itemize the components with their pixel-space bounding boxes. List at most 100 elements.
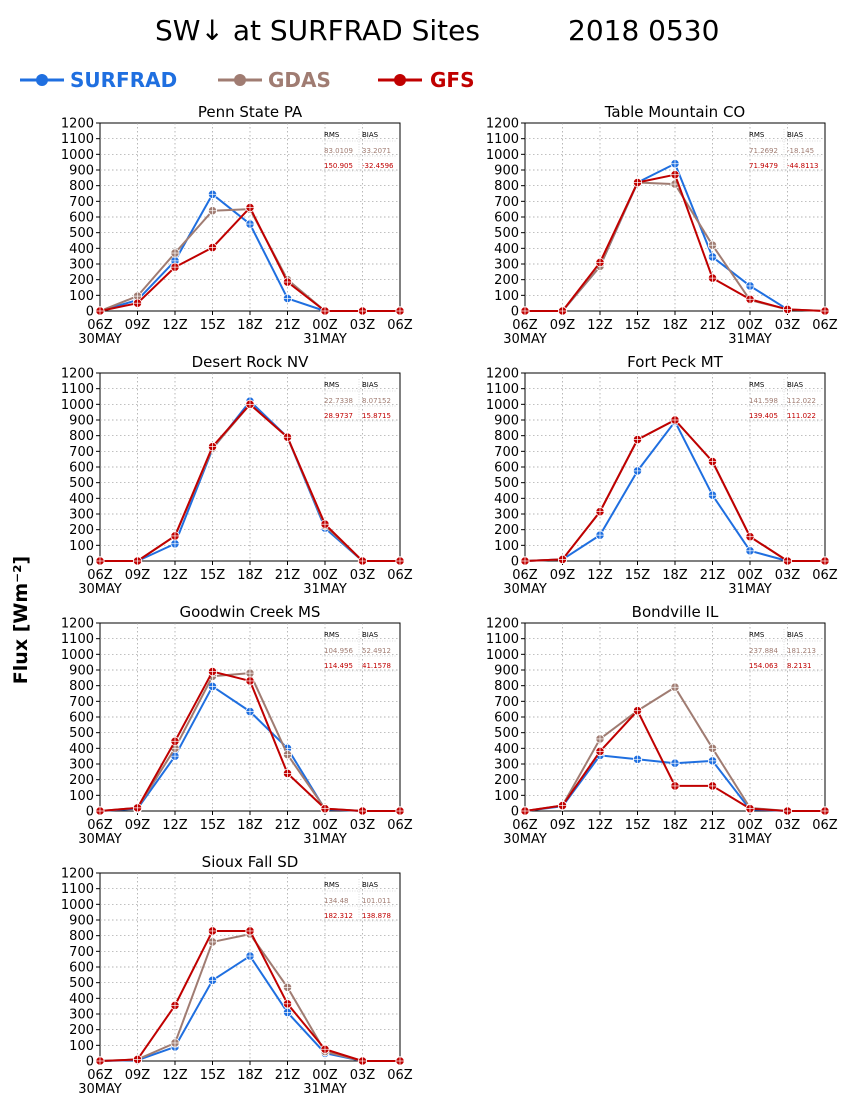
x-tick-label: 18Z <box>662 318 688 333</box>
stats-header-rms: RMS <box>749 631 765 639</box>
series-gfs <box>95 666 405 816</box>
legend-marker-gfs <box>394 74 406 86</box>
x-tick-label: 00Z <box>312 568 338 583</box>
x-tick-label: 06Z <box>87 1068 113 1083</box>
x-tick-label: 18Z <box>237 568 263 583</box>
y-tick-label: 1000 <box>486 398 519 413</box>
stats-header-rms: RMS <box>749 381 765 389</box>
legend-label-gfs: GFS <box>430 68 474 92</box>
stats-header-rms: RMS <box>324 381 340 389</box>
y-tick-label: 800 <box>69 679 94 694</box>
x-tick-label: 06Z <box>87 318 113 333</box>
x-tick-label: 03Z <box>350 318 376 333</box>
stats-gdas-rms: 83.0109 <box>324 147 353 155</box>
y-tick-label: 800 <box>69 929 94 944</box>
y-tick-label: 700 <box>494 445 519 460</box>
y-tick-label: 400 <box>494 242 519 257</box>
legend-marker-surfrad <box>36 74 48 86</box>
y-tick-label: 1000 <box>486 648 519 663</box>
y-tick-label: 0 <box>511 305 519 320</box>
x-date-label: 30MAY <box>78 1082 122 1097</box>
x-tick-label: 00Z <box>312 1068 338 1083</box>
stats-gfs-rms: 139.405 <box>749 412 778 420</box>
x-tick-label: 00Z <box>737 568 763 583</box>
x-tick-label: 09Z <box>550 568 576 583</box>
x-tick-label: 18Z <box>662 818 688 833</box>
x-tick-label: 21Z <box>275 1068 301 1083</box>
y-axis-label: Flux [Wm⁻²] <box>10 556 32 684</box>
y-tick-label: 500 <box>69 726 94 741</box>
y-tick-label: 400 <box>69 492 94 507</box>
x-tick-label: 09Z <box>125 318 151 333</box>
y-tick-label: 1000 <box>61 398 94 413</box>
y-tick-label: 700 <box>69 445 94 460</box>
y-tick-label: 900 <box>494 414 519 429</box>
x-tick-label: 21Z <box>700 818 726 833</box>
series-gfs <box>95 203 405 316</box>
x-date-label: 31MAY <box>303 832 347 847</box>
x-tick-label: 12Z <box>162 818 188 833</box>
y-tick-label: 800 <box>69 179 94 194</box>
stats-gfs-bias: 111.022 <box>787 412 816 420</box>
y-tick-label: 100 <box>69 789 94 804</box>
stats-gdas-bias: 8.07152 <box>362 397 391 405</box>
y-tick-label: 400 <box>494 492 519 507</box>
y-tick-label: 400 <box>69 742 94 757</box>
series-gfs <box>95 926 405 1066</box>
legend-item-surfrad: SURFRAD <box>20 68 177 92</box>
x-tick-label: 03Z <box>350 1068 376 1083</box>
x-tick-label: 15Z <box>200 1068 226 1083</box>
stats-gfs-rms: 154.063 <box>749 662 778 670</box>
panel-sioux-fall-sd: 0100200300400500600700800900100011001200… <box>61 853 413 1097</box>
y-tick-label: 800 <box>494 679 519 694</box>
y-tick-label: 500 <box>494 226 519 241</box>
stats-header-rms: RMS <box>324 631 340 639</box>
y-tick-label: 400 <box>69 242 94 257</box>
stats-gdas-rms: 141.598 <box>749 397 778 405</box>
x-tick-label: 06Z <box>512 568 538 583</box>
stats-header-rms: RMS <box>324 131 340 139</box>
y-tick-label: 0 <box>511 805 519 820</box>
y-tick-label: 200 <box>494 273 519 288</box>
x-tick-label: 06Z <box>512 818 538 833</box>
y-tick-label: 300 <box>494 258 519 273</box>
y-tick-label: 700 <box>69 195 94 210</box>
x-tick-label: 09Z <box>125 818 151 833</box>
stats-header-bias: BIAS <box>787 631 804 639</box>
x-tick-label: 12Z <box>587 568 613 583</box>
stats-header-bias: BIAS <box>787 381 804 389</box>
x-tick-label: 18Z <box>237 318 263 333</box>
y-tick-label: 1100 <box>486 132 519 147</box>
x-date-label: 30MAY <box>78 832 122 847</box>
x-tick-label: 00Z <box>312 818 338 833</box>
x-tick-label: 15Z <box>625 818 651 833</box>
x-tick-label: 09Z <box>125 1068 151 1083</box>
y-tick-label: 800 <box>494 429 519 444</box>
y-tick-label: 200 <box>494 523 519 538</box>
y-tick-label: 300 <box>69 508 94 523</box>
x-tick-label: 06Z <box>812 568 838 583</box>
y-tick-label: 600 <box>494 461 519 476</box>
y-tick-label: 1100 <box>61 382 94 397</box>
stats-gdas-rms: 134.48 <box>324 897 349 905</box>
stats-gfs-bias: 138.878 <box>362 912 391 920</box>
y-tick-label: 400 <box>494 742 519 757</box>
stats-gdas-bias: 181.213 <box>787 647 816 655</box>
series-gfs <box>520 415 830 566</box>
x-date-label: 31MAY <box>303 1082 347 1097</box>
y-tick-label: 700 <box>69 945 94 960</box>
y-tick-label: 300 <box>69 258 94 273</box>
stats-gdas-rms: 71.2692 <box>749 147 778 155</box>
y-tick-label: 700 <box>494 195 519 210</box>
panel-table-mountain-co: 0100200300400500600700800900100011001200… <box>486 103 838 347</box>
x-tick-label: 00Z <box>312 318 338 333</box>
y-tick-label: 500 <box>494 476 519 491</box>
x-tick-label: 06Z <box>387 818 413 833</box>
stats-gfs-bias: -32.4596 <box>362 162 394 170</box>
panel-title: Sioux Fall SD <box>202 853 299 871</box>
panel-goodwin-creek-ms: 0100200300400500600700800900100011001200… <box>61 603 413 847</box>
x-tick-label: 18Z <box>237 1068 263 1083</box>
stats-gfs-rms: 114.495 <box>324 662 353 670</box>
stats-header-rms: RMS <box>324 881 340 889</box>
